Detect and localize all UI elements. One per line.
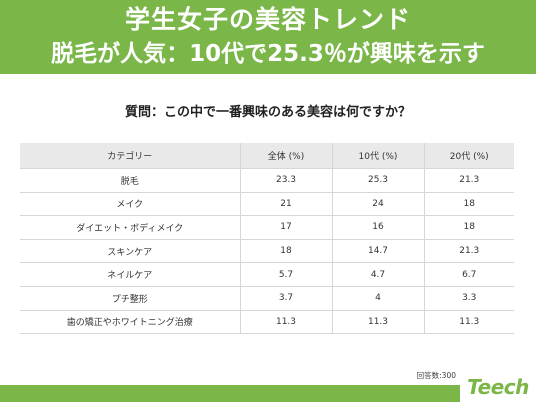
category-cell: スキンケア [20,239,240,264]
value-cell: 3.7 [239,286,332,311]
table-row: プチ整形 3.7 4 3.3 [20,286,514,311]
value-cell: 11.3 [331,310,424,335]
page-subtitle: 脱毛が人気：10代で25.3％が興味を示す [51,41,485,67]
value-cell: 5.7 [239,262,332,287]
value-cell: 25.3 [331,168,424,193]
column-header: 全体 (%) [239,143,332,169]
category-cell: 歯の矯正やホワイトニング治療 [20,310,240,335]
table-row: ダイエット・ボディメイク 17 16 18 [20,215,514,240]
value-cell: 11.3 [239,310,332,335]
value-cell: 21.3 [423,239,514,264]
column-header: 20代 (%) [423,143,514,169]
value-cell: 16 [331,215,424,240]
value-cell: 24 [331,192,424,217]
column-header: カテゴリー [20,143,240,169]
value-cell: 21.3 [423,168,514,193]
value-cell: 14.7 [331,239,424,264]
table-row: ネイルケア 5.7 4.7 6.7 [20,262,514,287]
category-cell: ネイルケア [20,262,240,287]
column-header: 10代 (%) [331,143,424,169]
category-cell: プチ整形 [20,286,240,311]
response-count: 回答数:300 [416,371,456,380]
value-cell: 18 [239,239,332,264]
value-cell: 11.3 [423,310,514,335]
table-body: 脱毛 23.3 25.3 21.3 メイク 21 24 18 ダイエット・ボディメイク 17 16 1… [20,168,514,335]
category-cell: ダイエット・ボディメイク [20,215,240,240]
page-title: 学生女子の美容トレンド [124,5,411,34]
value-cell: 17 [239,215,332,240]
teech-logo: Teech [460,372,536,402]
results-table: カテゴリー 全体 (%) 10代 (%) 20代 (%) 脱毛 23.3 25.3 2… [20,143,514,335]
value-cell: 3.3 [423,286,514,311]
value-cell: 18 [423,215,514,240]
value-cell: 18 [423,192,514,217]
table-row: 脱毛 23.3 25.3 21.3 [20,168,514,193]
value-cell: 4.7 [331,262,424,287]
survey-question: 質問：この中で一番興味のある美容は何ですか？ [124,105,411,120]
value-cell: 23.3 [239,168,332,193]
category-cell: 脱毛 [20,168,240,193]
category-cell: メイク [20,192,240,217]
value-cell: 6.7 [423,262,514,287]
title-banner: 学生女子の美容トレンド 脱毛が人気：10代で25.3％が興味を示す [0,0,536,74]
value-cell: 21 [239,192,332,217]
table-header-row: カテゴリー 全体 (%) 10代 (%) 20代 (%) [20,143,514,169]
table-row: スキンケア 18 14.7 21.3 [20,239,514,264]
value-cell: 4 [331,286,424,311]
table-row: 歯の矯正やホワイトニング治療 11.3 11.3 11.3 [20,310,514,335]
table-row: メイク 21 24 18 [20,192,514,217]
footer-bar [0,385,536,402]
